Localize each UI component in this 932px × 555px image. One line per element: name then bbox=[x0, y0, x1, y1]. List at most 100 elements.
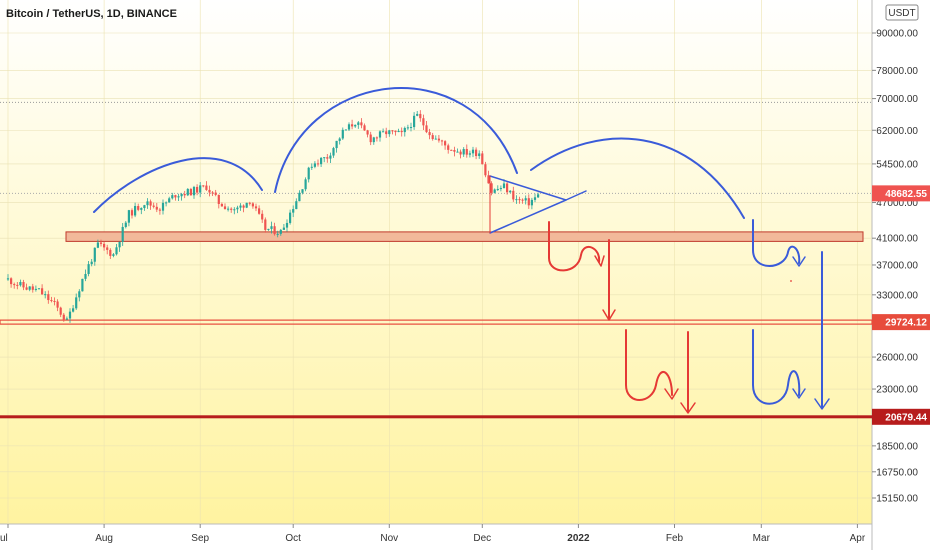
x-tick-label: Feb bbox=[666, 533, 684, 544]
candle-body bbox=[22, 282, 25, 288]
candle-body bbox=[416, 113, 419, 116]
candle-body bbox=[56, 301, 59, 308]
candle-body bbox=[248, 202, 251, 204]
candle-body bbox=[496, 188, 499, 190]
last-price-badge-bg bbox=[872, 185, 930, 202]
candle-body bbox=[453, 150, 456, 152]
candle-body bbox=[59, 307, 62, 315]
candle-body bbox=[509, 190, 512, 193]
level-badge-29724-label: 29724.12 bbox=[885, 318, 927, 329]
candle-body bbox=[134, 206, 137, 216]
candle-body bbox=[276, 233, 279, 235]
x-tick-label: Dec bbox=[473, 533, 491, 544]
candle-body bbox=[282, 227, 285, 230]
candle-body bbox=[487, 175, 490, 184]
left-shoulder-arc bbox=[93, 157, 263, 213]
candle-body bbox=[481, 153, 484, 165]
candle-body bbox=[295, 201, 298, 210]
price-badges: 48682.55 29724.12 20679.44 bbox=[872, 185, 930, 425]
currency-badge[interactable]: USDT bbox=[885, 4, 919, 21]
candle-body bbox=[81, 278, 84, 292]
x-tick-label: Aug bbox=[95, 533, 113, 544]
currency-label: USDT bbox=[888, 8, 915, 19]
candle-body bbox=[87, 264, 90, 274]
candle-body bbox=[406, 127, 409, 129]
candle-body bbox=[19, 282, 22, 286]
blue-path-1-arrow bbox=[792, 256, 806, 267]
y-tick-label: 62000.00 bbox=[876, 126, 918, 137]
y-tick-label: 70000.00 bbox=[876, 94, 918, 105]
price-axis-panel bbox=[872, 0, 932, 550]
candle-body bbox=[199, 185, 202, 193]
candle-body bbox=[478, 153, 481, 157]
candle-body bbox=[515, 199, 518, 201]
candle-body bbox=[301, 189, 304, 193]
candle-body bbox=[465, 149, 468, 155]
candle-body bbox=[50, 300, 53, 302]
support-zone bbox=[65, 231, 864, 242]
candle-body bbox=[140, 208, 143, 210]
candle-body bbox=[431, 135, 434, 140]
level-badge-20679-label: 20679.44 bbox=[885, 412, 927, 423]
red-drop-2-arrow bbox=[680, 402, 696, 414]
candle-body bbox=[208, 189, 211, 193]
red-path-2 bbox=[625, 329, 673, 401]
candle-body bbox=[518, 199, 521, 201]
candle-body bbox=[143, 205, 146, 209]
candle-body bbox=[437, 138, 440, 141]
candle-body bbox=[307, 167, 310, 180]
candle-body bbox=[149, 201, 152, 206]
candle-body bbox=[183, 193, 186, 196]
x-tick-label: Oct bbox=[285, 533, 301, 544]
candle-body bbox=[127, 210, 130, 223]
candle-body bbox=[16, 284, 19, 286]
candle-body bbox=[137, 206, 140, 210]
candle-body bbox=[121, 226, 124, 242]
candle-body bbox=[41, 288, 44, 295]
candle-body bbox=[161, 202, 165, 211]
y-tick-label: 18500.00 bbox=[876, 441, 918, 452]
candle-body bbox=[78, 291, 81, 298]
candle-body bbox=[196, 186, 199, 193]
candle-body bbox=[456, 151, 459, 153]
candle-body bbox=[369, 134, 372, 143]
candle-body bbox=[124, 222, 127, 227]
blue-drop-arrow bbox=[814, 398, 830, 410]
candle-body bbox=[388, 130, 391, 135]
plot-background bbox=[0, 0, 872, 524]
candle-body bbox=[273, 226, 276, 235]
candle-body bbox=[444, 141, 447, 146]
candle-body bbox=[323, 157, 326, 159]
candle-body bbox=[75, 297, 78, 309]
candle-body bbox=[93, 247, 96, 262]
candle-body bbox=[267, 228, 270, 230]
candle-body bbox=[34, 288, 37, 290]
chart-title: Bitcoin / TetherUS, 1D, BINANCE bbox=[6, 8, 177, 20]
candle-body bbox=[103, 243, 106, 248]
candles bbox=[6, 110, 540, 323]
candle-body bbox=[90, 261, 93, 265]
y-tick-label: 90000.00 bbox=[876, 29, 918, 40]
x-tick-label: 2022 bbox=[567, 533, 590, 544]
candle-body bbox=[289, 212, 292, 223]
candle-body bbox=[192, 186, 196, 196]
candle-body bbox=[254, 206, 258, 209]
candle-body bbox=[230, 208, 233, 210]
candle-body bbox=[335, 140, 338, 149]
candle-body bbox=[372, 137, 375, 143]
candle-body bbox=[313, 163, 316, 167]
stray-dot bbox=[790, 280, 792, 282]
y-tick-label: 15150.00 bbox=[876, 494, 918, 505]
candle-body bbox=[310, 166, 313, 168]
candle-body bbox=[13, 284, 16, 286]
y-axis-ticks: 90000.00 78000.00 70000.00 62000.00 54500.00… bbox=[872, 29, 918, 505]
candle-body bbox=[53, 300, 56, 302]
y-tick-label: 26000.00 bbox=[876, 353, 918, 364]
candle-body bbox=[493, 189, 496, 193]
candle-body bbox=[270, 226, 273, 229]
y-tick-label: 78000.00 bbox=[876, 66, 918, 77]
candle-body bbox=[332, 148, 335, 156]
candle-body bbox=[524, 198, 527, 201]
